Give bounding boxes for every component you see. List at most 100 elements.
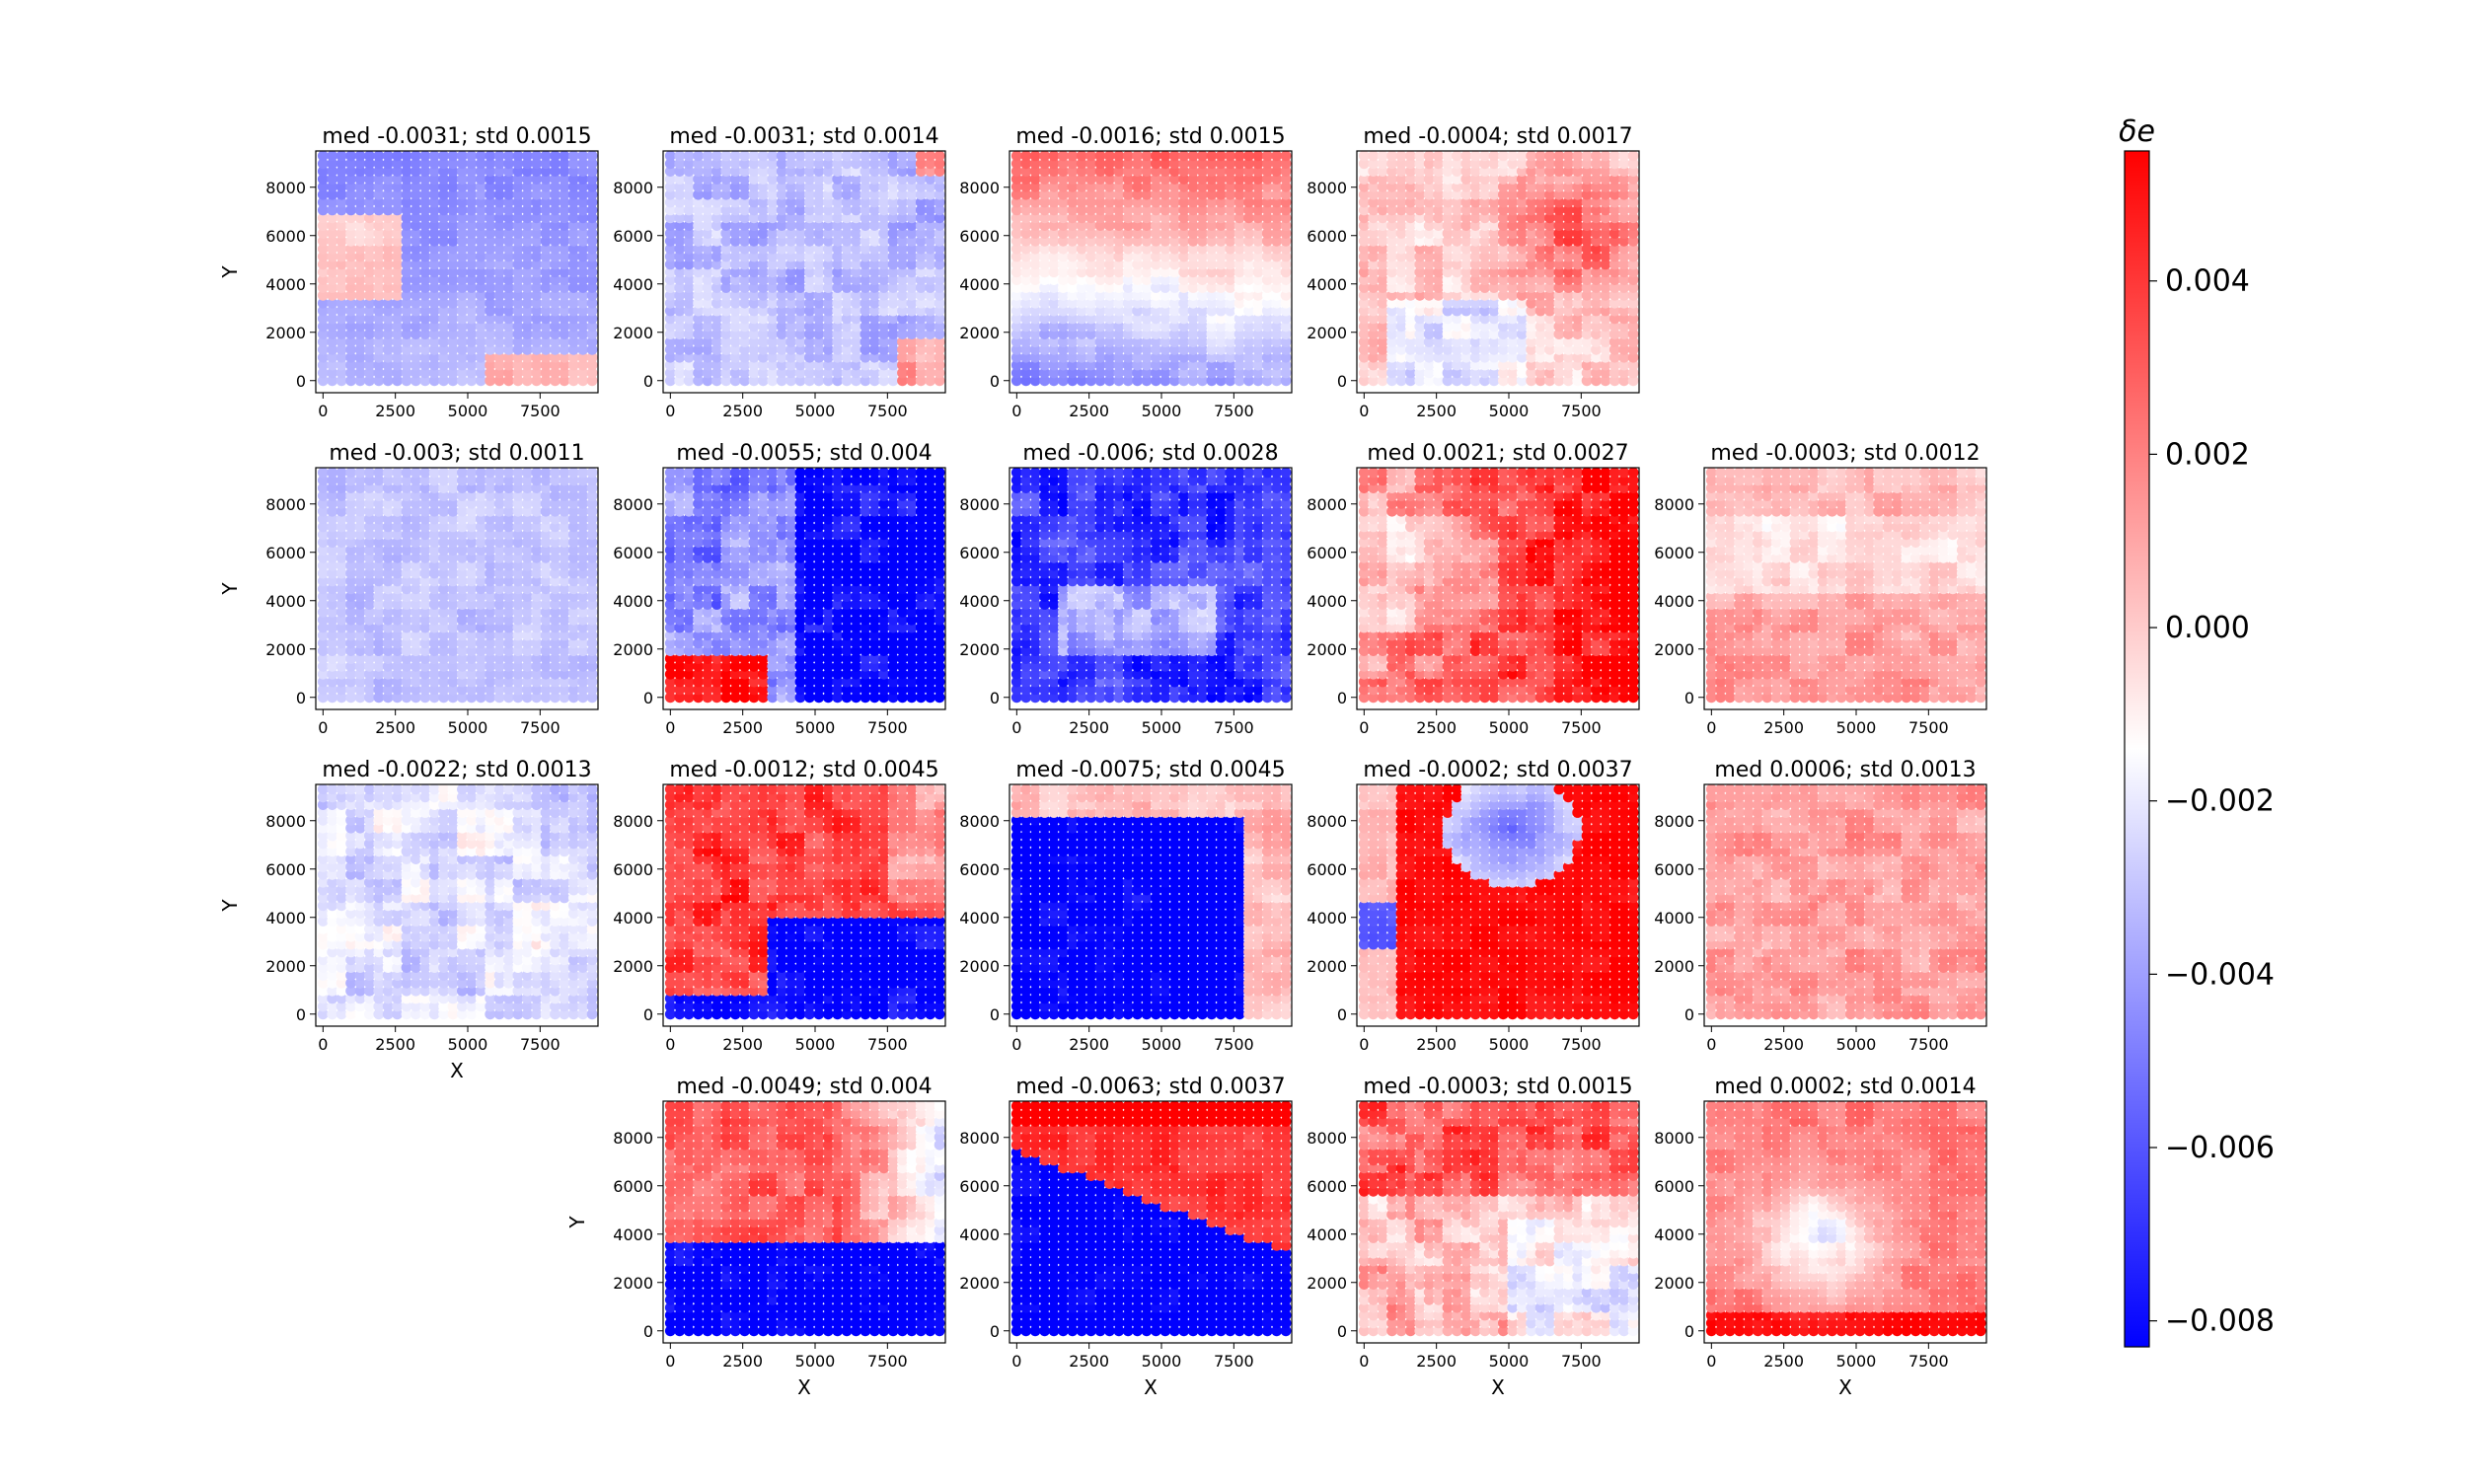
data-point — [1011, 151, 1022, 162]
data-point — [1077, 151, 1087, 162]
x-tick-label: 0 — [318, 718, 328, 737]
data-point — [907, 151, 918, 162]
panel-title: med -0.0031; std 0.0015 — [322, 124, 591, 149]
y-tick-label: 6000 — [959, 227, 1000, 246]
data-point — [1058, 151, 1069, 162]
y-tick-label: 4000 — [613, 275, 653, 294]
data-point — [336, 468, 347, 479]
data-point — [1507, 151, 1518, 162]
data-point — [568, 151, 579, 162]
data-point — [513, 151, 524, 162]
data-point — [336, 151, 347, 162]
data-point — [1443, 151, 1454, 162]
data-point — [522, 151, 533, 162]
data-point — [466, 151, 477, 162]
data-point — [1386, 151, 1397, 162]
data-point — [438, 468, 449, 479]
data-point — [1405, 151, 1416, 162]
panel-title: med -0.0004; std 0.0017 — [1363, 124, 1632, 149]
data-point — [1104, 151, 1115, 162]
data-point — [1396, 151, 1407, 162]
data-point — [1197, 151, 1208, 162]
data-point — [345, 151, 356, 162]
data-point — [720, 468, 731, 479]
panel-dots — [665, 468, 945, 704]
data-point — [411, 151, 421, 162]
x-tick-label: 7500 — [520, 402, 561, 420]
data-point — [703, 151, 713, 162]
data-point — [466, 468, 477, 479]
y-tick-label: 4000 — [1307, 275, 1347, 294]
data-point — [1535, 151, 1546, 162]
data-point — [1039, 151, 1050, 162]
data-point — [1591, 151, 1602, 162]
data-point — [1489, 151, 1500, 162]
data-point — [1132, 151, 1143, 162]
data-point — [419, 151, 430, 162]
data-point — [1151, 151, 1161, 162]
data-point — [318, 468, 329, 479]
data-point — [767, 468, 778, 479]
data-point — [1368, 151, 1379, 162]
data-point — [888, 151, 899, 162]
x-tick-label: 2500 — [1416, 402, 1457, 420]
data-point — [1216, 151, 1227, 162]
data-point — [869, 151, 880, 162]
x-tick-label: 5000 — [1142, 402, 1182, 420]
data-point — [1243, 151, 1254, 162]
y-tick-label: 8000 — [265, 179, 306, 197]
data-point — [739, 151, 750, 162]
data-point — [392, 151, 403, 162]
data-point — [730, 151, 741, 162]
data-point — [318, 151, 329, 162]
x-tick-label: 2500 — [375, 402, 415, 420]
data-point — [860, 151, 871, 162]
data-point — [1460, 151, 1471, 162]
data-point — [1618, 151, 1629, 162]
data-point — [577, 468, 588, 479]
y-tick-label: 8000 — [959, 179, 1000, 197]
data-point — [749, 151, 760, 162]
data-point — [804, 151, 815, 162]
y-tick-label: 0 — [990, 372, 1000, 391]
data-point — [1414, 151, 1425, 162]
data-point — [878, 151, 889, 162]
panels-layer: 0 2500 5000 7500 0 2000 4000 6000 8000 med -0.003… — [218, 124, 1986, 1399]
data-point — [1517, 151, 1528, 162]
data-point — [485, 151, 495, 162]
x-tick-label: 5000 — [795, 402, 836, 420]
x-tick-label: 7500 — [1214, 402, 1254, 420]
data-point — [476, 151, 486, 162]
data-point — [711, 151, 722, 162]
data-point — [476, 468, 486, 479]
data-point — [587, 151, 598, 162]
data-point — [1359, 151, 1370, 162]
y-tick-label: 2000 — [1307, 324, 1347, 342]
data-point — [550, 468, 561, 479]
data-point — [327, 468, 337, 479]
x-tick-label: 2500 — [375, 718, 415, 737]
data-point — [1424, 151, 1435, 162]
y-axis-label: Y — [218, 582, 242, 596]
data-point — [419, 468, 430, 479]
data-point — [383, 468, 394, 479]
data-point — [1470, 151, 1481, 162]
data-point — [1378, 151, 1388, 162]
data-point — [541, 151, 552, 162]
data-point — [485, 468, 495, 479]
x-tick-label: 7500 — [520, 718, 561, 737]
data-point — [1067, 151, 1078, 162]
data-point — [494, 151, 505, 162]
data-point — [1262, 151, 1273, 162]
data-point — [916, 151, 927, 162]
data-point — [1020, 151, 1031, 162]
y-tick-label: 0 — [643, 372, 653, 391]
data-point — [674, 468, 685, 479]
data-point — [851, 151, 861, 162]
data-point — [1281, 151, 1292, 162]
